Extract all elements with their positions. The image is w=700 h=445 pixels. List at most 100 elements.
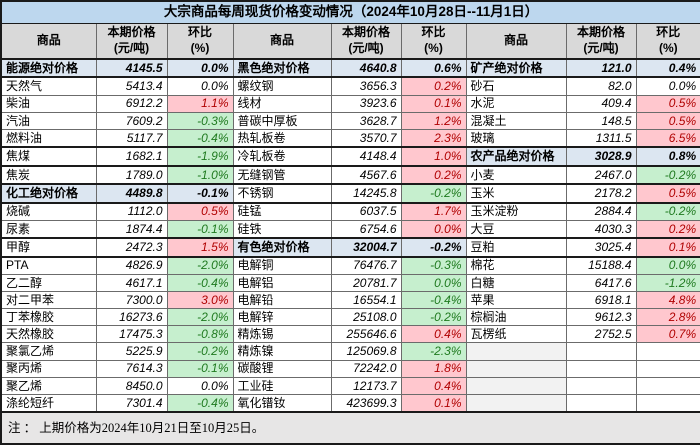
commodity-name: 涤纶短纤 xyxy=(0,393,97,413)
change-percent: 3.0% xyxy=(166,290,234,310)
empty-cell xyxy=(565,342,637,361)
commodity-name: 螺纹钢 xyxy=(232,76,332,96)
change-percent: 0.7% xyxy=(635,325,700,344)
change-percent: -0.2% xyxy=(635,165,700,185)
price-value: 72242.0 xyxy=(330,359,402,378)
price-value: 7614.3 xyxy=(95,359,168,378)
page-title: 大宗商品每周现货价格变动情况（2024年10月28日--11月1日） xyxy=(0,0,700,24)
change-percent: 0.0% xyxy=(166,76,234,96)
price-value: 4148.4 xyxy=(330,146,402,167)
empty-cell xyxy=(565,393,637,413)
commodity-name: 棕榈油 xyxy=(465,308,567,327)
change-percent: -0.4% xyxy=(400,290,467,310)
change-percent: 1.8% xyxy=(400,359,467,378)
change-percent: 1.7% xyxy=(400,202,467,221)
price-value: 4145.5 xyxy=(95,57,168,79)
commodity-name: 白糖 xyxy=(465,273,567,292)
empty-cell xyxy=(465,393,567,413)
column-header-commodity: 商品 xyxy=(232,23,332,60)
price-value: 6037.5 xyxy=(330,202,402,221)
change-percent: -0.1% xyxy=(166,219,234,239)
empty-cell xyxy=(635,342,700,361)
change-percent: 0.0% xyxy=(635,76,700,96)
commodity-name: 焦煤 xyxy=(0,146,97,167)
change-percent: 0.5% xyxy=(635,183,700,204)
commodity-name: 不锈钢 xyxy=(232,183,332,204)
change-percent: -0.8% xyxy=(166,325,234,344)
commodity-name: 电解铜 xyxy=(232,256,332,275)
commodity-name: 砂石 xyxy=(465,76,567,96)
price-value: 8450.0 xyxy=(95,376,168,395)
price-value: 2884.4 xyxy=(565,202,637,221)
commodity-name: 苹果 xyxy=(465,290,567,310)
change-percent: -0.2% xyxy=(400,308,467,327)
table-row: PTA 4826.9 -2.0% 电解铜 76476.7 -0.3% 棉花 15188.4 0.… xyxy=(0,256,700,275)
commodity-name: 硅锰 xyxy=(232,202,332,221)
price-value: 17475.3 xyxy=(95,325,168,344)
price-value: 3628.7 xyxy=(330,111,402,131)
price-value: 4640.8 xyxy=(330,57,402,79)
category-name: 矿产绝对价格 xyxy=(465,57,567,79)
column-header-price: 本期价格 (元/吨) xyxy=(330,23,402,60)
table-row: 天然橡胶 17475.3 -0.8% 精炼锡 255646.6 0.4% 瓦楞纸 2752.5… xyxy=(0,325,700,344)
table-row: 柴油 6912.2 1.1% 线材 3923.6 0.1% 水泥 409.4 0.5% xyxy=(0,94,700,113)
commodity-name: 天然气 xyxy=(0,76,97,96)
column-header-change: 环比 (%) xyxy=(166,23,234,60)
table-row: 汽油 7609.2 -0.3% 普碳中厚板 3628.7 1.2% 混凝土 148.5 0.5% xyxy=(0,111,700,131)
footnote-row: 注 ： 上期价格为2024年10月21日至10月25日。 xyxy=(0,411,700,445)
change-percent: -0.3% xyxy=(400,256,467,275)
price-value: 1682.1 xyxy=(95,146,168,167)
price-value: 148.5 xyxy=(565,111,637,131)
change-percent: 1.1% xyxy=(166,94,234,113)
price-value: 3028.9 xyxy=(565,146,637,167)
table-title-row: 大宗商品每周现货价格变动情况（2024年10月28日--11月1日） xyxy=(0,0,700,24)
commodity-name: 柴油 xyxy=(0,94,97,113)
column-header-price: 本期价格 (元/吨) xyxy=(95,23,168,60)
change-percent: 1.2% xyxy=(400,111,467,131)
change-percent: -0.4% xyxy=(166,273,234,292)
commodity-name: 烧碱 xyxy=(0,202,97,221)
change-percent: 0.1% xyxy=(400,393,467,413)
commodity-name: 精炼镍 xyxy=(232,342,332,361)
column-header-commodity: 商品 xyxy=(0,23,97,60)
change-percent: -1.2% xyxy=(635,273,700,292)
change-percent: -0.1% xyxy=(166,183,234,204)
commodity-name: 大豆 xyxy=(465,219,567,239)
table-row: 烧碱 1112.0 0.5% 硅锰 6037.5 1.7% 玉米淀粉 2884.4 -0.2% xyxy=(0,202,700,221)
commodity-name: PTA xyxy=(0,256,97,275)
price-value: 9612.3 xyxy=(565,308,637,327)
category-name: 化工绝对价格 xyxy=(0,183,97,204)
change-percent: -1.0% xyxy=(166,165,234,185)
price-value: 6912.2 xyxy=(95,94,168,113)
price-value: 12173.7 xyxy=(330,376,402,395)
price-value: 2472.3 xyxy=(95,237,168,258)
commodity-name: 普碳中厚板 xyxy=(232,111,332,131)
commodity-name: 精炼锡 xyxy=(232,325,332,344)
price-value: 409.4 xyxy=(565,94,637,113)
price-value: 2467.0 xyxy=(565,165,637,185)
change-percent: 0.1% xyxy=(635,237,700,258)
category-name: 有色绝对价格 xyxy=(232,237,332,258)
price-value: 125069.8 xyxy=(330,342,402,361)
price-value: 82.0 xyxy=(565,76,637,96)
price-value: 20781.7 xyxy=(330,273,402,292)
price-value: 6918.1 xyxy=(565,290,637,310)
table-row: 乙二醇 4617.1 -0.4% 电解铝 20781.7 0.0% 白糖 6417.6 -1.2… xyxy=(0,273,700,292)
price-value: 6754.6 xyxy=(330,219,402,239)
commodity-name: 对二甲苯 xyxy=(0,290,97,310)
commodity-name: 燃料油 xyxy=(0,129,97,148)
price-value: 3025.4 xyxy=(565,237,637,258)
price-value: 3570.7 xyxy=(330,129,402,148)
table-row: 燃料油 5117.7 -0.4% 热轧板卷 3570.7 2.3% 玻璃 1311.5 6.5% xyxy=(0,129,700,148)
change-percent: -0.4% xyxy=(166,129,234,148)
commodity-name: 棉花 xyxy=(465,256,567,275)
empty-cell xyxy=(565,376,637,395)
commodity-name: 甲醇 xyxy=(0,237,97,258)
change-percent: 6.5% xyxy=(635,129,700,148)
table-row: 能源绝对价格 4145.5 0.0% 黑色绝对价格 4640.8 0.6% 矿产绝对价格 12… xyxy=(0,57,700,79)
empty-cell xyxy=(465,359,567,378)
commodity-name: 瓦楞纸 xyxy=(465,325,567,344)
price-value: 32004.7 xyxy=(330,237,402,258)
change-percent: 0.2% xyxy=(635,219,700,239)
